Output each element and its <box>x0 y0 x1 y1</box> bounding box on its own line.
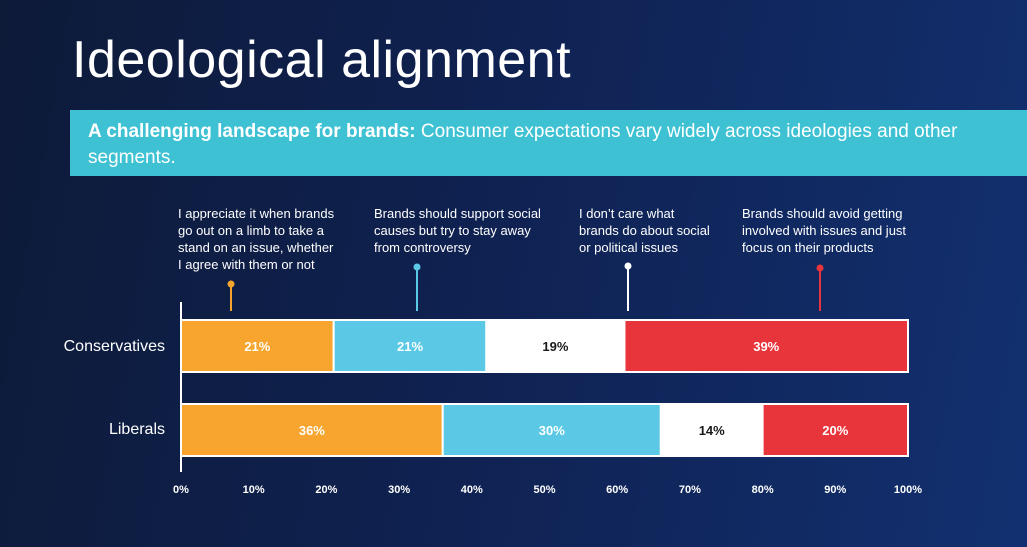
annotation-line: causes but try to stay away <box>374 223 531 238</box>
data-label: 14% <box>699 423 725 438</box>
legend-annotation-3: I don’t care what brands do about social… <box>579 205 710 256</box>
x-tick-label: 80% <box>752 484 774 496</box>
x-tick-label: 100% <box>894 484 922 496</box>
annotation-line: brands do about social <box>579 223 710 238</box>
data-label: 21% <box>397 339 423 354</box>
data-label: 20% <box>822 423 848 438</box>
x-tick-label: 20% <box>315 484 337 496</box>
annotation-line: stand on an issue, whether <box>178 240 334 255</box>
annotation-pointer-dot <box>227 280 235 288</box>
annotation-line: I appreciate it when brands <box>178 206 335 221</box>
legend-annotation-2: Brands should support social causes but … <box>374 205 541 256</box>
annotation-line: or political issues <box>579 240 678 255</box>
bar-segment <box>623 319 909 373</box>
bar-segment <box>180 403 444 457</box>
annotation-pointer-dot <box>413 263 421 271</box>
data-label: 39% <box>753 339 779 354</box>
annotation-line: go out on a limb to take a <box>178 223 324 238</box>
bar-segment <box>761 403 909 457</box>
annotation-line: I agree with them or not <box>178 257 315 272</box>
data-label: 30% <box>539 423 565 438</box>
category-label-liberals: Liberals <box>108 421 165 438</box>
annotation-pointer-dot <box>816 264 824 272</box>
page-title: Ideological alignment <box>72 31 572 89</box>
bar-segment <box>441 403 662 457</box>
x-tick-label: 50% <box>533 484 555 496</box>
x-tick-label: 70% <box>679 484 701 496</box>
annotation-line: focus on their products <box>742 240 874 255</box>
x-tick-label: 30% <box>388 484 410 496</box>
legend-annotation-4: Brands should avoid getting involved wit… <box>742 205 906 256</box>
x-tick-label: 60% <box>606 484 628 496</box>
annotation-line: Brands should avoid getting <box>742 206 903 221</box>
x-tick-label: 10% <box>243 484 265 496</box>
bar-segment <box>180 319 335 373</box>
annotation-line: from controversy <box>374 240 471 255</box>
bar-segment <box>659 403 764 457</box>
subtitle-banner: A challenging landscape for brands: Cons… <box>70 110 1027 176</box>
annotation-line: I don’t care what <box>579 206 675 221</box>
data-label: 21% <box>244 339 270 354</box>
annotation-line: Brands should support social <box>374 206 541 221</box>
data-label: 19% <box>542 339 568 354</box>
banner-text: Consumer expectations vary widely across… <box>88 121 958 168</box>
x-tick-label: 0% <box>173 484 189 496</box>
data-label: 36% <box>299 423 325 438</box>
legend-annotation-1: I appreciate it when brands go out on a … <box>178 205 334 273</box>
category-label-conservatives: Conservatives <box>63 338 165 355</box>
x-tick-label: 90% <box>824 484 846 496</box>
banner-bold-text: A challenging landscape for brands: <box>88 121 416 142</box>
annotation-pointer-dot <box>624 262 632 270</box>
annotation-line: involved with issues and just <box>742 223 907 238</box>
bar-segment <box>485 319 626 373</box>
x-tick-label: 40% <box>461 484 483 496</box>
